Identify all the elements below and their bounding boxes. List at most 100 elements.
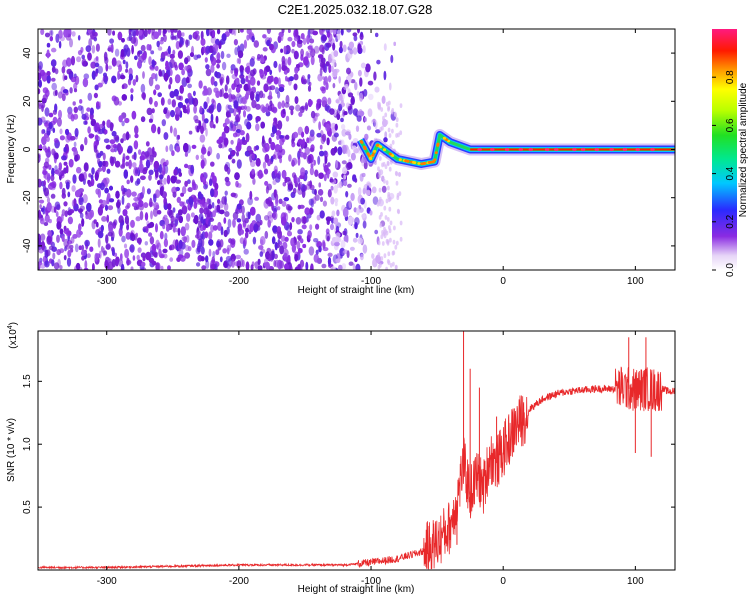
- noise-speckle: [387, 127, 391, 133]
- noise-speckle: [38, 117, 43, 126]
- noise-speckle: [279, 137, 285, 146]
- noise-speckle: [217, 198, 221, 204]
- noise-speckle: [255, 158, 261, 167]
- noise-speckle: [59, 265, 63, 270]
- noise-speckle: [368, 93, 374, 101]
- noise-speckle: [322, 239, 326, 248]
- noise-speckle: [224, 176, 230, 183]
- noise-speckle: [295, 217, 302, 225]
- spectrogram-x-label: Height of straight line (km): [298, 285, 415, 296]
- noise-speckle: [170, 29, 174, 34]
- noise-speckle: [120, 263, 125, 270]
- noise-speckle: [217, 242, 222, 251]
- noise-speckle: [311, 188, 317, 195]
- noise-speckle: [332, 29, 337, 35]
- noise-speckle: [61, 192, 66, 199]
- noise-speckle: [264, 230, 269, 239]
- noise-speckle: [111, 75, 117, 84]
- noise-speckle: [258, 245, 264, 250]
- x-tick-label: -300: [97, 276, 117, 287]
- noise-speckle: [139, 155, 145, 161]
- noise-speckle: [394, 265, 398, 270]
- noise-speckle: [267, 219, 272, 228]
- noise-speckle: [119, 222, 123, 231]
- noise-speckle: [254, 196, 259, 201]
- noise-speckle: [378, 102, 381, 108]
- noise-speckle: [330, 65, 334, 72]
- noise-speckle: [90, 174, 94, 180]
- noise-speckle: [295, 29, 298, 37]
- noise-speckle: [113, 96, 120, 106]
- noise-speckle: [106, 168, 111, 174]
- noise-speckle: [297, 139, 304, 146]
- noise-speckle: [291, 159, 295, 167]
- noise-speckle: [170, 175, 177, 184]
- noise-speckle: [372, 196, 379, 205]
- noise-speckle: [260, 121, 266, 129]
- noise-speckle: [59, 135, 65, 141]
- noise-speckle: [257, 258, 261, 266]
- noise-speckle: [40, 233, 46, 242]
- tone-track-blob: [366, 152, 370, 156]
- noise-speckle: [87, 92, 93, 101]
- noise-speckle: [212, 30, 216, 38]
- noise-speckle: [308, 44, 314, 53]
- noise-speckle: [63, 146, 67, 153]
- noise-speckle: [259, 236, 266, 246]
- noise-speckle: [278, 144, 283, 151]
- noise-speckle: [271, 201, 274, 211]
- noise-speckle: [53, 262, 60, 270]
- noise-speckle: [56, 234, 60, 243]
- noise-speckle: [163, 51, 168, 56]
- noise-speckle: [246, 29, 252, 35]
- noise-speckle: [156, 244, 159, 250]
- noise-speckle: [353, 35, 358, 42]
- noise-speckle: [277, 91, 281, 99]
- noise-speckle: [348, 216, 353, 226]
- noise-speckle: [359, 77, 363, 87]
- noise-speckle: [126, 202, 131, 209]
- noise-speckle: [109, 139, 116, 145]
- noise-speckle: [137, 60, 142, 69]
- noise-speckle: [54, 68, 59, 75]
- noise-speckle: [321, 96, 328, 106]
- noise-speckle: [134, 180, 140, 186]
- noise-speckle: [364, 117, 367, 122]
- noise-speckle: [169, 69, 173, 76]
- noise-speckle: [45, 136, 50, 143]
- noise-speckle: [399, 236, 403, 242]
- noise-speckle: [355, 125, 360, 132]
- noise-speckle: [387, 191, 391, 197]
- noise-speckle: [282, 108, 286, 115]
- tone-track-blob: [434, 151, 438, 155]
- noise-speckle: [155, 223, 158, 233]
- noise-speckle: [263, 168, 269, 175]
- noise-speckle: [200, 216, 204, 224]
- noise-speckle: [93, 219, 97, 224]
- noise-speckle: [200, 159, 205, 169]
- noise-speckle: [72, 174, 77, 184]
- noise-speckle: [149, 221, 155, 228]
- noise-speckle: [249, 58, 255, 67]
- noise-speckle: [111, 248, 115, 257]
- noise-speckle: [173, 89, 179, 97]
- noise-speckle: [97, 167, 103, 172]
- noise-speckle: [332, 82, 336, 89]
- noise-speckle: [346, 29, 352, 33]
- noise-speckle: [151, 243, 157, 253]
- noise-speckle: [371, 253, 375, 259]
- noise-speckle: [221, 61, 227, 71]
- noise-speckle: [329, 108, 335, 115]
- noise-speckle: [333, 132, 339, 138]
- noise-speckle: [327, 189, 332, 198]
- noise-speckle: [137, 247, 142, 253]
- noise-speckle: [301, 216, 305, 224]
- noise-speckle: [279, 157, 282, 164]
- colorbar-tick-label: 0.8: [725, 70, 736, 84]
- noise-speckle: [236, 218, 242, 223]
- noise-speckle: [94, 122, 100, 132]
- noise-speckle: [239, 43, 245, 52]
- noise-speckle: [49, 36, 53, 42]
- noise-speckle: [135, 216, 141, 222]
